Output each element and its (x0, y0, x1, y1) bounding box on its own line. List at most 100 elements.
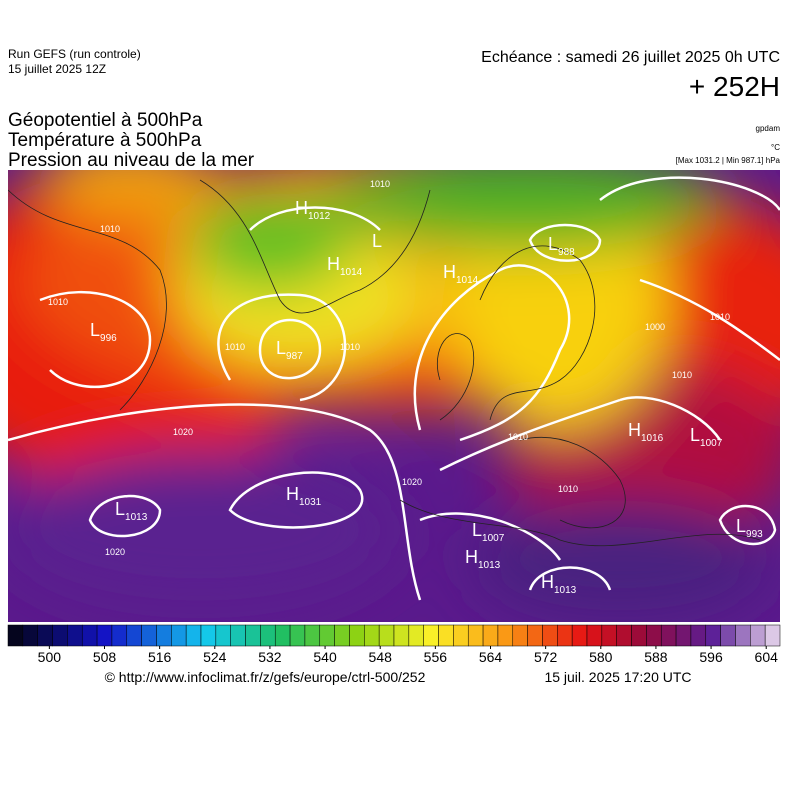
center-value: 988 (558, 247, 575, 258)
colorbar-swatch (378, 624, 395, 647)
center-value: 1007 (700, 438, 723, 449)
center-value: 1012 (308, 211, 331, 222)
colorbar-swatch (616, 624, 632, 647)
colorbar-tick-label: 540 (313, 649, 337, 665)
colorbar-swatch (81, 624, 98, 647)
pressure-center: H1013 (541, 572, 577, 596)
colorbar-swatch (185, 624, 202, 647)
source-url: © http://www.infoclimat.fr/z/gefs/europe… (105, 669, 426, 685)
center-value: 1013 (554, 585, 577, 596)
center-value: 1013 (478, 560, 501, 571)
colorbar-swatch (512, 624, 528, 647)
colorbar-swatch (601, 624, 617, 647)
colorbar-swatch (557, 624, 573, 647)
colorbar-swatch (364, 624, 380, 647)
colorbar-tick-label: 572 (534, 649, 558, 665)
valid-time: Echéance : samedi 26 juillet 2025 0h UTC (481, 49, 780, 66)
map: 1010 1010 1010 1010 1010 1010 1000 1010 … (8, 170, 780, 622)
pressure-center: L1013 (115, 499, 148, 523)
center-letter: H (295, 198, 308, 218)
center-letter: L (115, 499, 125, 519)
isobar-label: 1010 (48, 297, 68, 307)
center-letter: H (327, 254, 340, 274)
isobar-label: 1020 (402, 477, 422, 487)
pressure-center: L996 (90, 320, 117, 344)
colorbar-swatch (571, 624, 588, 647)
generated-time: 15 juil. 2025 17:20 UTC (544, 669, 691, 685)
colorbar-swatch (660, 624, 677, 647)
colorbar-swatch (764, 624, 781, 647)
pressure-center: H1012 (295, 198, 331, 222)
colorbar-swatch (319, 624, 335, 647)
colorbar-tick-label: 508 (93, 649, 117, 665)
colorbar-swatch (750, 624, 766, 647)
colorbar-tick-label: 580 (589, 649, 613, 665)
colorbar-swatch (735, 624, 751, 647)
colorbar-swatch (527, 624, 543, 647)
pressure-center: L (372, 231, 382, 251)
colorbar-swatch (215, 624, 231, 647)
colorbar-swatch (67, 624, 83, 647)
unit: [Max 1031.2 | Min 987.1] hPa (676, 156, 781, 165)
center-letter: L (372, 231, 382, 251)
colorbar-tick-label: 564 (479, 649, 503, 665)
colorbar-swatch (349, 624, 365, 647)
colorbar-swatch (334, 624, 350, 647)
pressure-center: L1007 (472, 520, 505, 544)
center-letter: H (628, 420, 641, 440)
colorbar-swatch (675, 624, 692, 647)
colorbar-swatch (22, 624, 38, 647)
colorbar-swatch (646, 624, 662, 647)
isobar-labels: 1010 1010 1010 1010 1010 1010 1000 1010 … (48, 179, 730, 557)
center-value: 996 (100, 333, 117, 344)
pressure-center: H1014 (327, 254, 363, 278)
center-letter: L (90, 320, 100, 340)
colorbar: 500 508 516 524 532 540 548 556 564 572 580 588 596 6… (7, 624, 781, 665)
isobar-label: 1010 (340, 342, 360, 352)
center-value: 1007 (482, 533, 505, 544)
run-date: 15 juillet 2025 12Z (8, 62, 106, 76)
isobar-label: 1010 (370, 179, 390, 189)
unit: °C (771, 143, 780, 152)
center-letter: H (541, 572, 554, 592)
pressure-center: H1016 (628, 420, 664, 444)
colorbar-tick-label: 516 (148, 649, 172, 665)
colorbar-swatch (171, 624, 187, 647)
center-value: 993 (746, 529, 763, 540)
center-letter: H (286, 484, 299, 504)
isobar-label: 1010 (100, 224, 120, 234)
colorbar-swatch (542, 624, 558, 647)
colorbar-swatch (111, 624, 128, 647)
colorbar-swatch (37, 624, 53, 647)
field: Pression au niveau de la mer (8, 150, 255, 171)
isobar-label: 1010 (508, 432, 528, 442)
colorbar-tick-label: 588 (644, 649, 668, 665)
colorbar-swatch (52, 624, 68, 647)
isobar-label: 1000 (645, 322, 665, 332)
colorbar-swatch (304, 624, 321, 647)
colorbar-swatch (260, 624, 276, 647)
field: Géopotentiel à 500hPa (8, 110, 203, 131)
center-letter: L (472, 520, 482, 540)
colorbar-swatch (289, 624, 306, 647)
isobar-label: 1010 (710, 312, 730, 322)
colorbar-tick-label: 524 (203, 649, 227, 665)
center-value: 1013 (125, 512, 148, 523)
colorbar-swatch (245, 624, 261, 647)
colorbar-swatch (453, 624, 469, 647)
colorbar-swatch (274, 624, 291, 647)
lead-time: + 252H (689, 71, 780, 102)
center-value: 1031 (299, 497, 322, 508)
center-letter: L (736, 516, 746, 536)
colorbar-swatch (586, 624, 603, 647)
colorbar-swatch (720, 624, 736, 647)
pressure-center: H1014 (443, 262, 479, 286)
isobars (8, 176, 780, 601)
colorbar-tick-label: 604 (755, 649, 779, 665)
center-value: 1014 (456, 275, 479, 286)
colorbar-tick-label: 500 (38, 649, 62, 665)
colorbar-tick-label: 556 (424, 649, 448, 665)
colorbar-tick-label: 532 (258, 649, 282, 665)
